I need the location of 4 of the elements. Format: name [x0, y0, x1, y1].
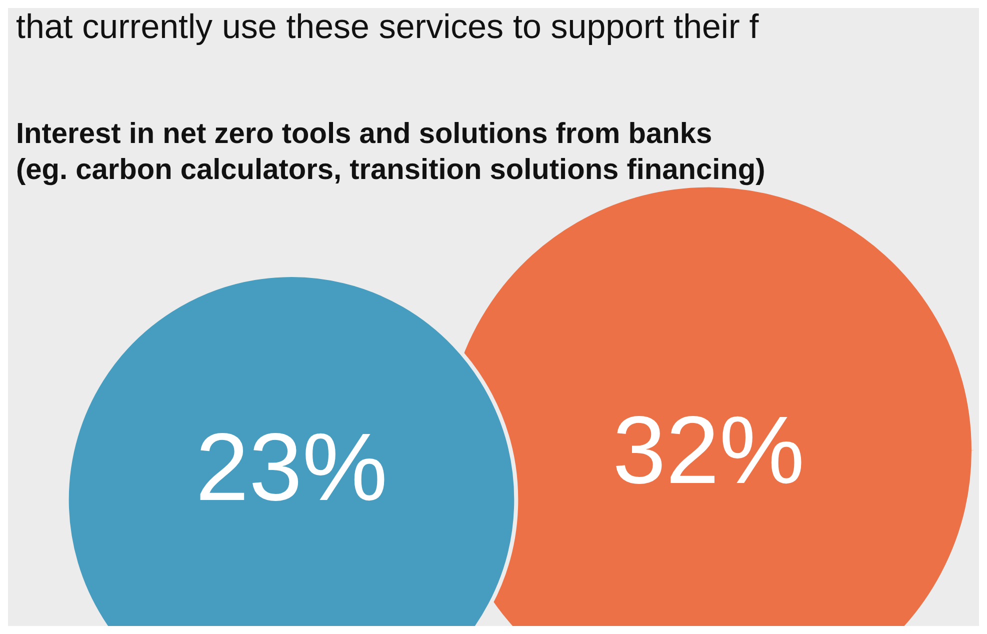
text: Interest in net zero tools and solutions from banks (eg. carbon calculators, transition solutions financing) — [16, 118, 766, 186]
data-label: 32% — [612, 396, 805, 504]
data-label: 23% — [195, 414, 388, 521]
text: that currently use these services to support their f — [16, 8, 760, 46]
